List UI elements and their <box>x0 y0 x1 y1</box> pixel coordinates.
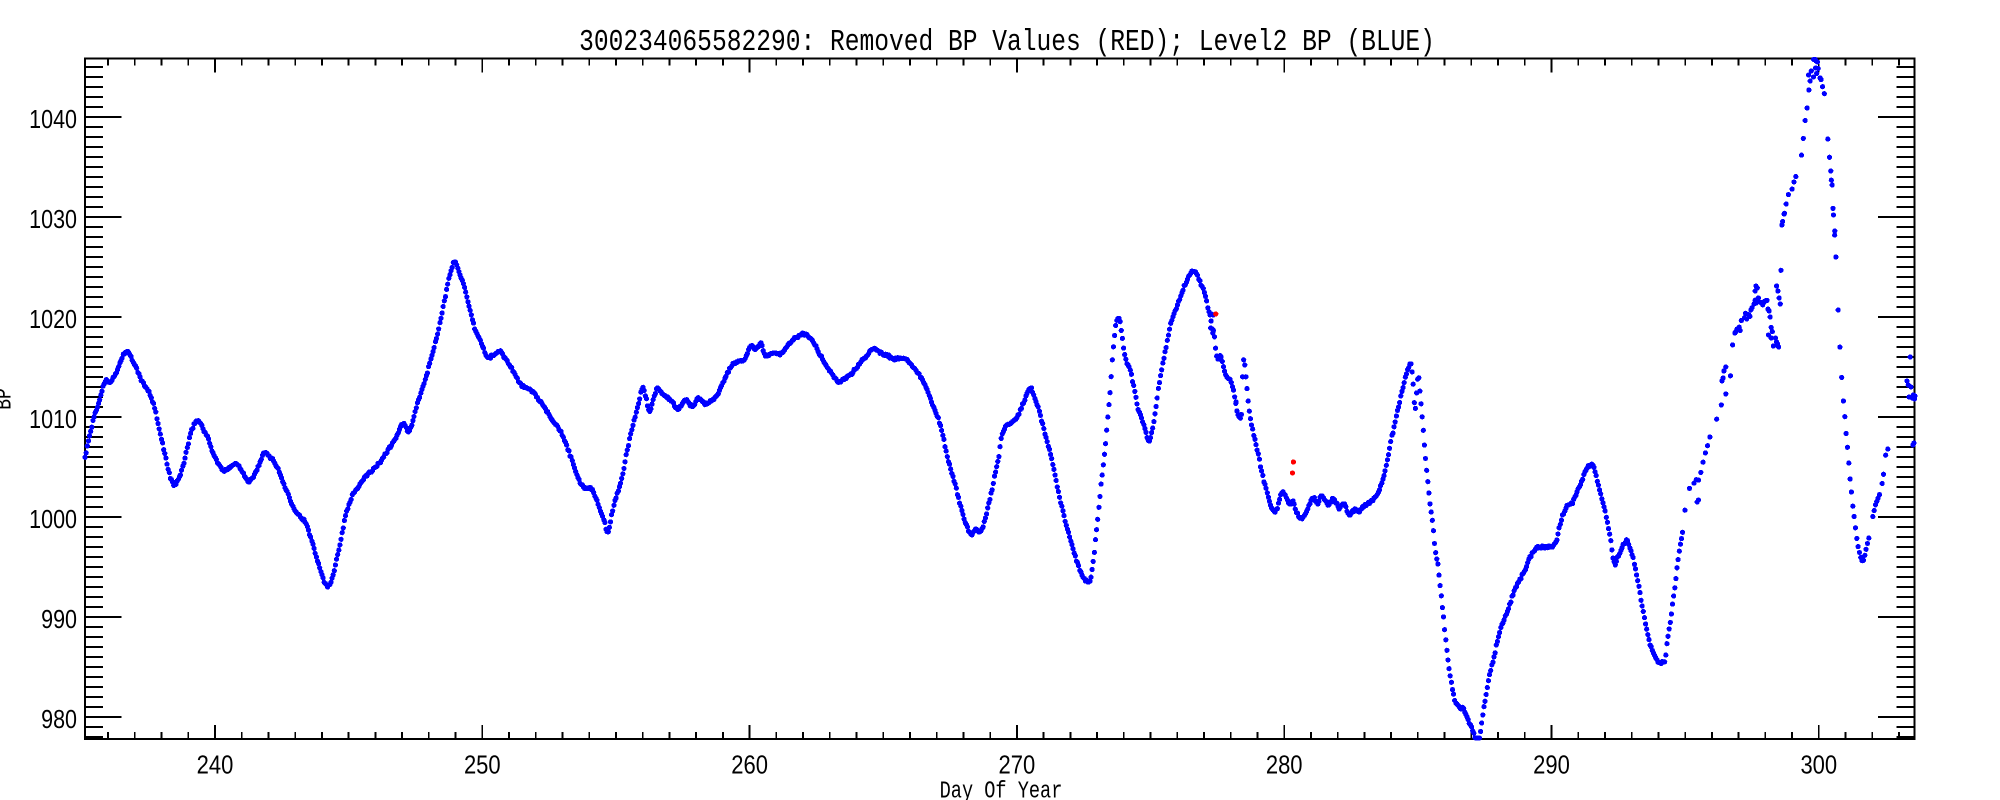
svg-text:1000: 1000 <box>29 506 77 534</box>
svg-text:990: 990 <box>41 606 77 634</box>
svg-text:1010: 1010 <box>29 406 77 434</box>
svg-text:250: 250 <box>464 751 501 780</box>
svg-text:1040: 1040 <box>29 106 77 134</box>
svg-text:1030: 1030 <box>29 206 77 234</box>
svg-text:290: 290 <box>1533 751 1570 780</box>
svg-text:300: 300 <box>1800 751 1837 780</box>
svg-text:Day Of Year: Day Of Year <box>940 778 1063 800</box>
svg-text:280: 280 <box>1266 751 1303 780</box>
svg-text:270: 270 <box>999 751 1036 780</box>
svg-text:980: 980 <box>41 706 77 734</box>
svg-text:260: 260 <box>731 751 768 780</box>
svg-text:BP: BP <box>0 388 18 410</box>
svg-text:1020: 1020 <box>29 306 77 334</box>
svg-text:240: 240 <box>197 751 234 780</box>
svg-text:300234065582290: Removed BP Va: 300234065582290: Removed BP Values (RED)… <box>579 26 1435 60</box>
